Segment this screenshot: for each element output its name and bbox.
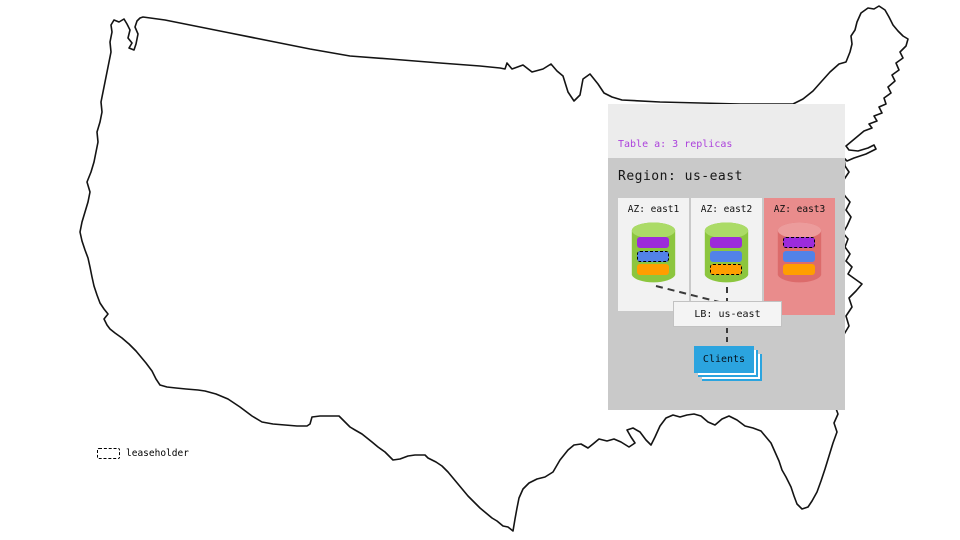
replica-index-a <box>710 250 742 262</box>
replica-table-b <box>710 264 742 275</box>
region-title: Region: us-east <box>618 169 743 184</box>
replica-table-a <box>710 237 742 248</box>
az-east1: AZ: east1 <box>618 198 689 311</box>
replica-index-a <box>637 250 669 262</box>
replica-bars <box>637 237 670 278</box>
replica-table-b <box>783 264 815 275</box>
replica-bars <box>710 237 743 278</box>
replica-index-a <box>783 250 815 262</box>
deployment-panel: Table a: 3 replicas Index a: 3 replicas … <box>608 104 845 410</box>
replica-table-a <box>637 237 669 248</box>
leaseholder-key: leaseholder <box>97 448 189 459</box>
clients-box: Clients <box>694 346 754 373</box>
replica-legend: Table a: 3 replicas Index a: 3 replicas … <box>608 104 845 231</box>
replica-bars <box>783 237 816 278</box>
legend-entry-table-a: Table a: 3 replicas <box>618 139 733 150</box>
leaseholder-swatch-icon <box>97 448 120 459</box>
region-container: Region: us-east AZ: east1 <box>608 158 845 410</box>
leaseholder-key-label: leaseholder <box>126 448 189 459</box>
replica-table-b <box>637 264 669 275</box>
az-east2: AZ: east2 <box>691 198 762 311</box>
az-east3-label: AZ: east3 <box>773 204 826 215</box>
az-east3: AZ: east3 <box>764 198 835 315</box>
az-row: AZ: east1 AZ: east2 <box>618 198 835 315</box>
load-balancer-box: LB: us-east <box>673 301 782 327</box>
az-east2-label: AZ: east2 <box>700 204 753 215</box>
replica-table-a <box>783 237 815 248</box>
az-east1-label: AZ: east1 <box>627 204 680 215</box>
